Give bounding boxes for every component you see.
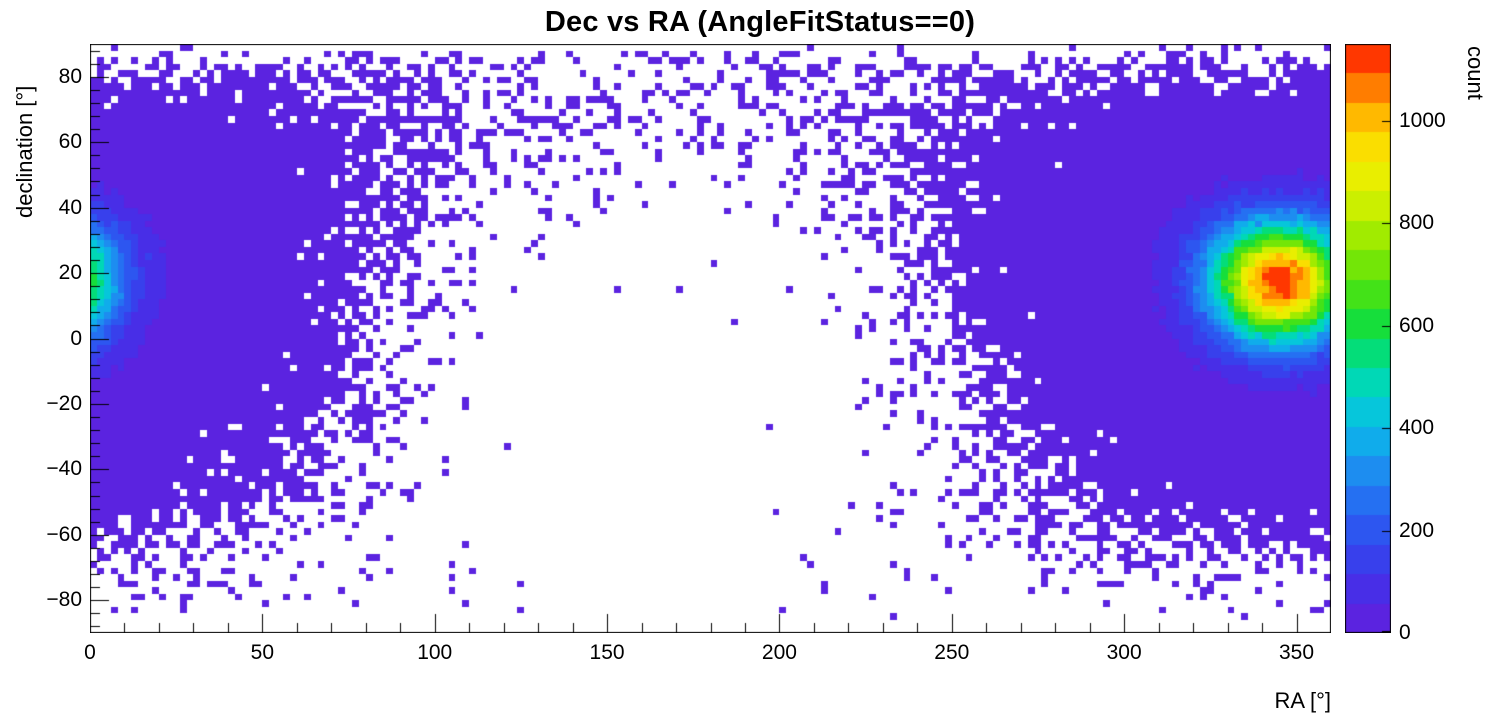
y-axis-tick-label: −80 xyxy=(46,588,82,612)
colorbar-tick-label: 800 xyxy=(1399,211,1435,235)
colorbar-tick-label: 400 xyxy=(1399,416,1435,440)
y-axis-tick-label: 40 xyxy=(58,195,82,219)
x-axis-tick-label: 300 xyxy=(1106,641,1142,664)
y-axis-tick-label: 80 xyxy=(58,64,82,88)
colorbar-title: count xyxy=(1463,46,1488,100)
x-axis-tick-label: 50 xyxy=(250,641,275,664)
y-axis-tick-label: −20 xyxy=(46,391,82,415)
x-axis-tick-label: 350 xyxy=(1278,641,1315,664)
colorbar-tick-label: 1000 xyxy=(1399,108,1446,132)
x-axis-tick-label: 250 xyxy=(934,641,970,664)
y-axis-tick-label: −60 xyxy=(46,522,82,546)
x-axis-tick-label: 0 xyxy=(84,641,96,664)
colorbar-tick-label: 200 xyxy=(1399,518,1435,542)
y-axis-tick-label: 0 xyxy=(70,326,82,350)
chart-title: Dec vs RA (AngleFitStatus==0) xyxy=(544,6,976,38)
x-axis-tick-label: 150 xyxy=(589,641,625,664)
x-axis-tick-label: 100 xyxy=(417,641,453,664)
heatmap-canvas xyxy=(90,44,1331,633)
x-axis-tick-label: 200 xyxy=(761,641,797,664)
x-axis-title: RA [°] xyxy=(1274,688,1331,713)
y-axis-tick-label: 20 xyxy=(58,261,82,285)
colorbar-tick-label: 0 xyxy=(1399,621,1411,644)
y-axis-tick-label: 60 xyxy=(58,130,82,154)
colorbar xyxy=(1345,44,1391,633)
colorbar-tick-label: 600 xyxy=(1399,313,1435,337)
y-axis-tick-label: −40 xyxy=(46,457,82,481)
